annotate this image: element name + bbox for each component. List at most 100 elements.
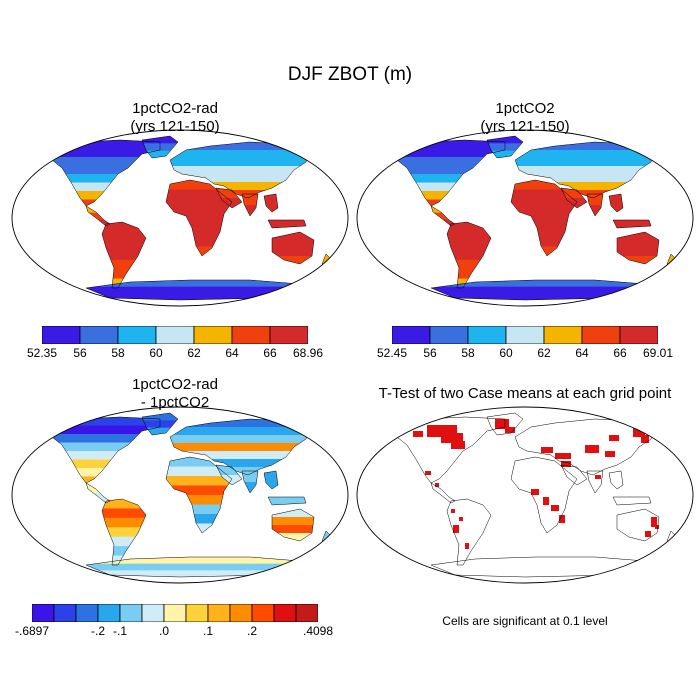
arabia — [561, 188, 587, 208]
antarctica — [86, 280, 320, 300]
map-panel-4 — [356, 406, 694, 584]
band — [86, 280, 320, 288]
significant-cell — [441, 433, 463, 443]
map-border — [11, 406, 349, 584]
colorbar-3-boxes — [32, 604, 318, 622]
significant-cell — [413, 431, 423, 437]
band — [216, 475, 242, 485]
colorbar-box — [295, 604, 318, 622]
band — [102, 499, 146, 509]
band — [272, 517, 314, 526]
map-panel-2 — [356, 129, 694, 307]
band — [170, 435, 310, 444]
band — [102, 240, 146, 251]
map-border — [356, 406, 694, 584]
colorbar-box — [97, 604, 121, 622]
band — [50, 425, 160, 435]
coastline — [241, 470, 259, 494]
significant-cell — [505, 427, 515, 433]
band — [515, 158, 655, 167]
band — [395, 148, 505, 158]
colorbar-box — [32, 604, 55, 622]
band — [50, 417, 160, 426]
band — [86, 212, 110, 220]
colorbar-box — [75, 604, 99, 622]
coastline — [486, 135, 524, 159]
band — [431, 286, 665, 294]
colorbar-tick-label: -.6897 — [14, 624, 50, 638]
colorbar-tick-label: 64 — [575, 346, 589, 360]
coastline — [616, 508, 660, 542]
coastline — [612, 496, 652, 506]
significant-cell — [551, 505, 559, 511]
coastline — [394, 139, 506, 207]
colorbar-tick-label: 62 — [537, 346, 551, 360]
coastline — [394, 416, 506, 484]
band — [170, 459, 310, 468]
band — [511, 237, 577, 247]
coastline — [616, 231, 660, 265]
band — [431, 280, 665, 288]
colorbar-tick-label: 68.96 — [292, 346, 324, 360]
colorbar-tick-label: 66 — [263, 346, 277, 360]
coastline — [267, 496, 307, 506]
colorbar-tick-label: .0 — [158, 624, 170, 638]
band — [170, 150, 310, 159]
band — [272, 533, 314, 541]
coastline — [560, 464, 588, 486]
coastline — [85, 205, 111, 227]
band — [102, 536, 146, 547]
colorbar-box — [467, 326, 507, 344]
australia — [272, 509, 314, 541]
coastline — [215, 187, 243, 209]
colorbar-panel-3: -.6897 -.2 -.1 .0 .1 .2 .4098 — [15, 604, 333, 640]
band — [395, 140, 505, 149]
band — [511, 218, 577, 228]
band — [50, 174, 160, 183]
band — [170, 427, 310, 436]
coastline — [49, 416, 161, 484]
coastline — [510, 456, 578, 534]
band — [102, 546, 146, 557]
band — [50, 434, 160, 443]
colorbar-tick-label: 60 — [149, 346, 163, 360]
colorbar-tick-label: 58 — [111, 346, 125, 360]
band — [50, 140, 160, 149]
indonesia — [613, 220, 651, 228]
band — [166, 485, 232, 496]
band — [142, 427, 178, 435]
coastline — [608, 470, 624, 490]
significant-cell — [655, 525, 659, 529]
band — [170, 166, 310, 175]
band — [447, 240, 491, 251]
australia — [617, 232, 659, 264]
band — [102, 259, 146, 270]
band — [242, 471, 258, 483]
significant-cell — [651, 517, 657, 527]
panel-4-title: T-Test of two Case means at each grid po… — [378, 385, 672, 402]
band — [50, 459, 160, 469]
map-content — [394, 135, 678, 301]
coastline — [446, 221, 492, 289]
coastline — [241, 193, 259, 217]
arabia — [216, 188, 242, 208]
band — [395, 174, 505, 183]
band — [50, 182, 160, 192]
band — [395, 157, 505, 166]
colorbar-tick-label: 62 — [187, 346, 201, 360]
band — [617, 232, 659, 241]
band — [515, 166, 655, 175]
band — [561, 198, 587, 208]
band — [170, 190, 310, 198]
panel-1-title: 1pctCO2-rad (yrs 121-150) — [130, 100, 220, 135]
band — [50, 442, 160, 452]
band — [216, 188, 242, 199]
colorbar-panel-1: 52.35 56 58 60 62 64 66 68.96 — [27, 326, 323, 362]
map-content — [49, 412, 333, 578]
colorbar-box — [543, 326, 583, 344]
colorbar-box — [141, 604, 165, 622]
significant-cell — [495, 419, 509, 429]
colorbar-1-boxes — [42, 326, 308, 344]
significant-cell — [595, 475, 601, 479]
band — [170, 419, 310, 428]
